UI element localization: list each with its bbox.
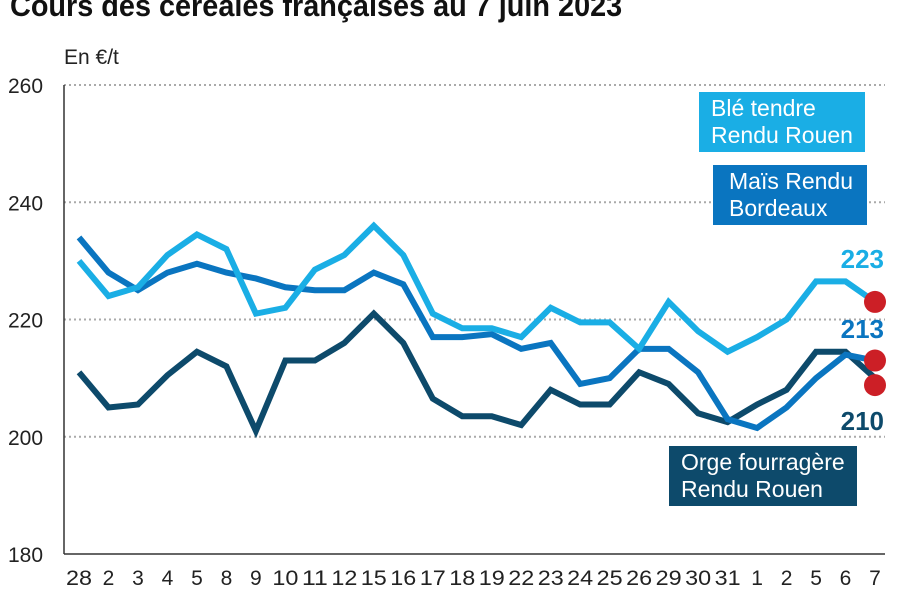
- end-marker: [864, 290, 886, 313]
- legend-ble-line1: Blé tendre: [711, 95, 816, 121]
- x-tick-label: 12: [331, 567, 357, 590]
- x-tick-label: 19: [479, 567, 505, 590]
- x-tick-label: 5: [191, 567, 203, 590]
- legend-orge: Orge fourragère Rendu Rouen: [669, 446, 857, 506]
- series-line: [76, 309, 878, 439]
- x-tick-label: 16: [390, 567, 416, 590]
- y-tick-label: 180: [8, 544, 43, 567]
- x-tick-label: 6: [840, 567, 852, 590]
- x-tick-label: 2: [781, 567, 793, 590]
- end-value-label: 213: [841, 314, 884, 344]
- legend-orge-line1: Orge fourragère: [681, 449, 845, 475]
- x-tick-label: 24: [567, 567, 593, 590]
- x-tick-label: 26: [626, 567, 652, 590]
- end-marker: [864, 349, 886, 372]
- y-tick-label: 260: [8, 75, 43, 98]
- x-tick-label: 17: [420, 567, 446, 590]
- x-tick-label: 15: [361, 567, 387, 590]
- y-axis-label: En €/t: [64, 46, 119, 69]
- y-tick-label: 220: [8, 310, 43, 333]
- x-tick-label: 3: [132, 567, 144, 590]
- x-tick-label: 11: [302, 567, 328, 590]
- x-tick-label: 5: [810, 567, 822, 590]
- x-tick-label: 10: [272, 567, 298, 590]
- end-marker: [864, 374, 886, 397]
- series-line: [76, 221, 877, 356]
- y-tick-label: 240: [8, 192, 43, 215]
- x-tick-label: 30: [685, 567, 711, 590]
- x-tick-label: 18: [449, 567, 475, 590]
- x-tick-label: 1: [751, 567, 763, 590]
- legend-ble: Blé tendre Rendu Rouen: [699, 92, 865, 152]
- legend-mais: Maïs Rendu Bordeaux: [713, 165, 868, 225]
- x-tick-label: 2: [103, 567, 115, 590]
- x-tick-label: 25: [597, 567, 623, 590]
- chart-title: Cours des céréales françaises au 7 juin …: [10, 0, 623, 23]
- legend-mais-line1: Maïs Rendu: [729, 168, 854, 194]
- x-tick-label: 31: [715, 567, 741, 590]
- legend-orge-line2: Rendu Rouen: [681, 476, 823, 502]
- y-tick-label: 200: [8, 427, 43, 450]
- x-tick-label: 4: [162, 567, 174, 590]
- series-line: [76, 235, 876, 432]
- end-value-label: 210: [841, 406, 884, 436]
- legend-ble-line2: Rendu Rouen: [711, 122, 853, 148]
- legend-mais-line2: Bordeaux: [729, 195, 828, 221]
- x-tick-label: 7: [869, 567, 881, 590]
- x-tick-label: 22: [508, 567, 534, 590]
- x-tick-label: 29: [656, 567, 682, 590]
- end-value-label: 223: [841, 244, 884, 274]
- x-tick-label: 9: [250, 567, 262, 590]
- x-tick-label: 8: [221, 567, 233, 590]
- x-tick-label: 23: [538, 567, 564, 590]
- x-tick-label: 28: [66, 567, 92, 590]
